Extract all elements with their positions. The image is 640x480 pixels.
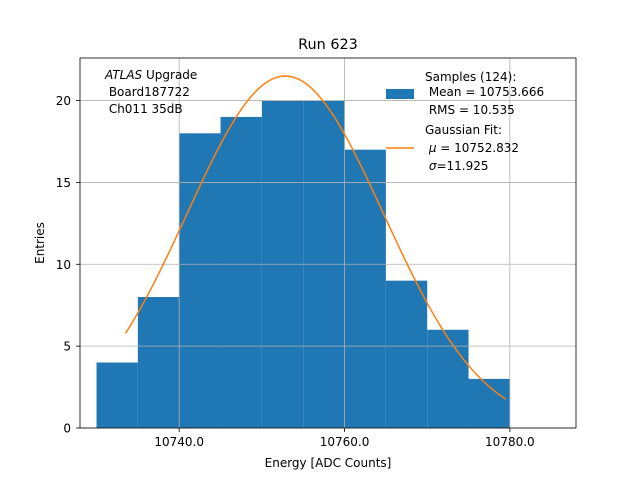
legend-fit-sigma-symbol: σ [429,159,437,173]
annotation-atlas-italic: ATLAS [104,68,143,82]
legend-histogram-line-1: Samples (124): [425,70,516,84]
x-tick-label: 10760.0 [320,435,370,449]
annotation-line-2: Board187722 [105,85,190,99]
histogram-bar [179,133,221,428]
chart-title: Run 623 [298,37,358,53]
legend-fit-sigma-line: σ=11.925 [425,159,488,173]
legend: Samples (124): Mean = 10753.666 RMS = 10… [386,70,544,173]
y-axis-label: Entries [33,222,47,264]
legend-histogram-line-2: Mean = 10753.666 [425,85,544,99]
legend-fit-line-1: Gaussian Fit: [425,123,502,137]
y-tick-label: 5 [63,340,71,354]
annotation-line-1: ATLAS Upgrade [104,68,197,82]
ticks-layer: 10740.0 10760.0 10780.0 0 5 10 15 20 [56,94,535,449]
histogram-bar [344,149,386,429]
plot-frame [79,57,577,429]
legend-fit-mu-line: μ = 10752.832 [425,141,519,155]
legend-histogram-line-3: RMS = 10.535 [425,103,515,117]
legend-histogram-swatch [386,89,414,99]
fit-layer [124,75,507,400]
x-tick-label: 10740.0 [154,435,204,449]
gaussian-fit-curve [124,75,507,400]
histogram-bar [220,116,262,428]
y-tick-label: 10 [56,258,71,272]
y-tick-label: 0 [63,422,71,436]
annotation-upgrade: Upgrade [142,68,197,82]
histogram-bar [137,297,180,428]
atlas-annotation: ATLAS Upgrade Board187722 Ch011 35dB [104,68,197,116]
histogram-bar [96,362,138,428]
y-tick-label: 20 [56,94,71,108]
legend-fit-mu-symbol: μ [428,141,437,155]
legend-fit-sigma-value: =11.925 [436,159,488,173]
y-tick-label: 15 [56,176,71,190]
legend-fit-mu-value: = 10752.832 [436,141,519,155]
x-tick-label: 10780.0 [485,435,535,449]
histogram-bar [385,280,428,428]
x-axis-label: Energy [ADC Counts] [265,456,392,470]
histogram-bar [427,329,469,428]
annotation-line-3: Ch011 35dB [105,102,183,116]
